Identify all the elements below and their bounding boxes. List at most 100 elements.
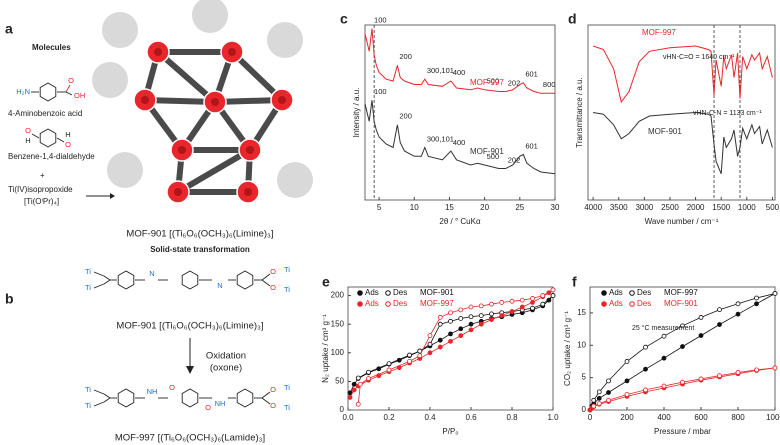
data-point [606,390,611,395]
x-tick-label: 400 [657,413,671,422]
product-formula: MOF-901 [(Ti₆O₆(OCH₃)₆(Limine)₃] [126,229,273,240]
data-point [661,383,667,389]
data-point [606,397,611,403]
series-label: MOF-997 [470,78,504,87]
data-point [717,322,722,327]
data-point [606,378,611,384]
data-point [437,314,443,320]
data-point [754,367,759,373]
data-point [357,381,363,387]
x-tick-label: 0.0 [342,413,354,422]
x-tick-label: 200 [620,413,634,422]
x-tick-label: 30 [551,203,560,212]
data-point [624,359,630,364]
cluster-core [211,98,219,106]
series-line [589,367,776,411]
bond [65,84,71,93]
data-point [437,321,443,327]
peak-label: 601 [525,70,538,79]
atom: O [65,140,71,149]
data-point [458,326,464,332]
atom: O [205,403,211,412]
panel-letter: f [572,274,577,290]
x-axis-title: P/P₀ [442,427,458,436]
data-point [499,300,505,305]
data-point [448,331,453,337]
legend-marker [601,301,607,307]
data-point [754,301,759,307]
data-point [489,317,494,323]
bond [103,279,111,285]
data-point [478,321,484,327]
annotation: νHN-C-N = 1133 cm⁻¹ [693,110,762,117]
legend-label: Ads [365,299,379,308]
peak-label: 400 [453,68,466,77]
ring [236,270,254,290]
data-point [680,323,685,329]
data-point [530,296,535,301]
data-point [596,401,602,406]
data-point [347,395,353,400]
pore-fragment [107,152,143,188]
plot-frame [587,24,776,201]
data-point [366,376,371,381]
data-point [717,373,722,379]
annotation: 25 °C measurement [632,324,694,332]
plus-sign: + [40,171,45,180]
bond [93,271,105,277]
arrow-head [186,366,194,374]
x-tick-label: 0.4 [424,413,436,422]
peak-label: 300,101 [427,134,454,143]
bond [93,389,105,395]
atom: O [25,126,31,135]
legend-label: Ads [609,288,623,297]
data-point [509,298,515,304]
legend-group: MOF-901 [420,288,454,297]
peak-label: 500 [487,77,500,86]
peak-label: 100 [374,15,387,24]
bond [93,283,105,289]
plot-frame [347,286,554,411]
legend-marker [385,290,391,296]
data-point [643,344,648,350]
molecule-name: Benzene-1,4-dialdehyde [8,152,95,161]
data-point [624,392,630,397]
molecules-title: Molecules [32,43,71,52]
data-point [509,309,515,315]
data-point [427,333,433,339]
data-point [550,293,556,298]
data-point [437,337,443,343]
x-tick-label: 10 [410,203,419,212]
bond [261,279,271,287]
caption: Solid-state transformation [150,245,250,254]
x-tick-label: 0.2 [383,413,395,422]
x-tick-label: 600 [694,413,708,422]
pore-fragment [192,0,228,33]
data-point [489,301,494,307]
x-tick-label: 3000 [635,203,653,212]
data-point [591,397,597,403]
atom: OH [74,91,85,100]
peak-label: 400 [453,138,466,147]
atom: H₂N [16,87,30,96]
peak-label: 500 [487,152,500,161]
arrow-head [110,193,115,199]
legend-marker [357,301,363,307]
atom: H [25,136,30,145]
bond [261,397,271,405]
cluster-core [228,48,236,56]
y-axis-title: CO₂ uptake / cm³ g⁻¹ [563,311,572,386]
atom: Ti [85,283,91,292]
ring [181,270,199,290]
bond [103,275,111,281]
atom: Ti [284,265,290,274]
atom: O [270,401,276,410]
data-point [735,311,741,317]
legend-label: Des [393,299,407,308]
data-point [499,313,505,319]
data-point [735,370,741,375]
data-point [489,311,494,317]
data-point [698,315,704,320]
y-tick-label: 100 [331,348,345,357]
